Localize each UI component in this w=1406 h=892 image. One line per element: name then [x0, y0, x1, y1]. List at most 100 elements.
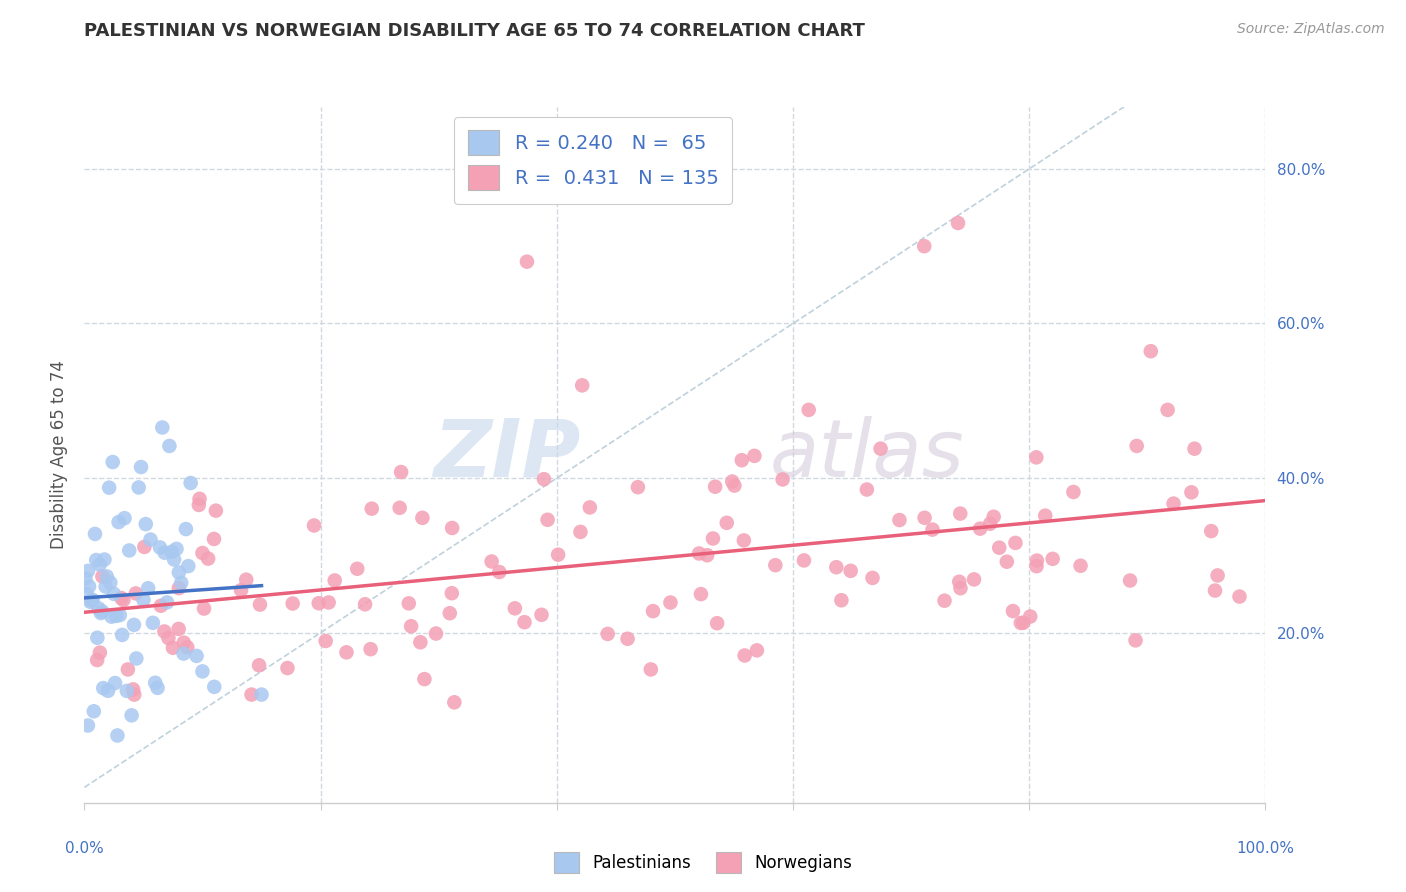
Point: [516, 254, 538, 268]
Point: [77, 579, 100, 593]
Point: [122, 618, 145, 632]
Point: [103, 587, 125, 601]
Point: [1033, 508, 1056, 523]
Point: [128, 480, 150, 494]
Point: [107, 515, 129, 529]
Point: [856, 483, 879, 497]
Point: [281, 597, 304, 611]
Point: [143, 675, 166, 690]
Point: [569, 524, 592, 539]
Point: [153, 546, 176, 560]
Point: [530, 607, 553, 622]
Point: [150, 420, 173, 434]
Point: [409, 635, 432, 649]
Point: [205, 503, 228, 517]
Point: [125, 651, 148, 665]
Point: [690, 587, 713, 601]
Point: [191, 546, 214, 560]
Point: [513, 615, 536, 630]
Point: [734, 648, 756, 663]
Point: [97, 683, 120, 698]
Point: [536, 513, 558, 527]
Point: [98, 481, 121, 495]
Point: [889, 513, 911, 527]
Point: [571, 378, 593, 392]
Point: [1019, 609, 1042, 624]
Point: [134, 540, 156, 554]
Point: [86, 631, 108, 645]
Point: [250, 688, 273, 702]
Point: [1010, 615, 1032, 630]
Point: [399, 619, 422, 633]
Point: [869, 442, 891, 456]
Point: [75, 572, 97, 586]
Point: [121, 708, 143, 723]
Point: [388, 500, 411, 515]
Point: [731, 453, 754, 467]
Point: [702, 532, 724, 546]
Point: [77, 718, 100, 732]
Point: [249, 598, 271, 612]
Point: [112, 593, 135, 607]
Point: [318, 595, 340, 609]
Point: [440, 586, 463, 600]
Point: [98, 575, 121, 590]
Point: [142, 615, 165, 630]
Point: [862, 571, 884, 585]
Point: [641, 604, 664, 618]
Point: [1206, 568, 1229, 582]
Point: [86, 653, 108, 667]
Point: [706, 616, 728, 631]
Point: [191, 665, 214, 679]
Point: [627, 480, 650, 494]
Point: [1125, 633, 1147, 648]
Point: [596, 627, 619, 641]
Point: [579, 500, 602, 515]
Point: [153, 624, 176, 639]
Point: [443, 695, 465, 709]
Point: [1025, 450, 1047, 465]
Point: [640, 663, 662, 677]
Legend: Palestinians, Norwegians: Palestinians, Norwegians: [547, 846, 859, 880]
Point: [108, 608, 131, 623]
Point: [389, 465, 412, 479]
Text: Source: ZipAtlas.com: Source: ZipAtlas.com: [1237, 22, 1385, 37]
Point: [763, 558, 786, 573]
Point: [830, 593, 852, 607]
Point: [704, 480, 727, 494]
Point: [118, 543, 141, 558]
Point: [197, 551, 219, 566]
Point: [107, 729, 129, 743]
Point: [616, 632, 638, 646]
Point: [946, 216, 969, 230]
Point: [547, 548, 569, 562]
Point: [912, 239, 935, 253]
Point: [963, 573, 986, 587]
Point: [481, 555, 503, 569]
Point: [439, 606, 461, 620]
Point: [797, 403, 820, 417]
Point: [948, 574, 970, 589]
Point: [89, 646, 111, 660]
Point: [87, 601, 110, 615]
Point: [411, 511, 433, 525]
Point: [723, 478, 745, 492]
Point: [1025, 559, 1047, 574]
Point: [89, 558, 111, 572]
Point: [170, 575, 193, 590]
Point: [149, 599, 172, 613]
Point: [105, 608, 128, 623]
Point: [157, 631, 180, 645]
Point: [77, 564, 100, 578]
Point: [308, 596, 330, 610]
Point: [1184, 442, 1206, 456]
Point: [156, 595, 179, 609]
Point: [160, 545, 183, 559]
Point: [166, 541, 188, 556]
Point: [1204, 583, 1226, 598]
Text: ZIP: ZIP: [433, 416, 581, 494]
Point: [125, 586, 148, 600]
Point: [533, 472, 555, 486]
Point: [100, 609, 122, 624]
Point: [839, 564, 862, 578]
